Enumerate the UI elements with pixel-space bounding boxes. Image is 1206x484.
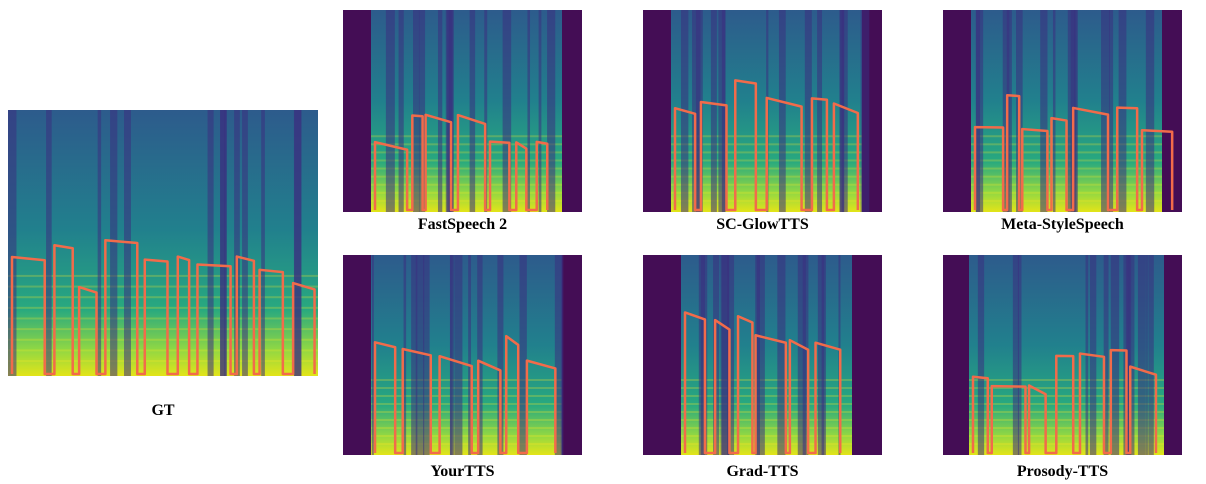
- gap: [372, 255, 374, 455]
- gap: [840, 10, 845, 212]
- gap: [208, 110, 214, 376]
- harmonic-band: [969, 379, 1164, 381]
- gap: [1138, 255, 1146, 455]
- gap: [711, 10, 717, 212]
- gap: [46, 110, 52, 376]
- caption: Prosody-TTS: [943, 463, 1182, 481]
- gap: [294, 110, 301, 376]
- gap: [454, 255, 462, 455]
- harmonic-band: [371, 379, 562, 381]
- gap: [110, 110, 117, 376]
- harmonic-band: [371, 443, 562, 445]
- gap: [798, 255, 806, 455]
- caption: YourTTS: [343, 463, 582, 481]
- gap: [1148, 255, 1154, 455]
- gap: [718, 10, 725, 212]
- gap: [1146, 255, 1148, 455]
- gap: [976, 10, 983, 212]
- caption: SC-GlowTTS: [643, 216, 882, 234]
- gap: [386, 10, 395, 212]
- harmonic-band: [371, 395, 562, 397]
- harmonic-band: [969, 443, 1164, 445]
- caption: Meta-StyleSpeech: [943, 216, 1182, 234]
- gap: [817, 10, 822, 212]
- gap: [438, 10, 442, 212]
- gap: [470, 10, 476, 212]
- caption: Grad-TTS: [643, 463, 882, 481]
- harmonic-band: [371, 419, 562, 421]
- gap: [539, 10, 542, 212]
- gap: [242, 110, 248, 376]
- caption: GT: [8, 402, 318, 420]
- figure: GT FastSpeech 2 SC-GlowTTS Meta-StyleSpeech…: [0, 0, 1206, 484]
- harmonic-band: [969, 411, 1164, 413]
- gap: [399, 10, 404, 212]
- harmonic-band: [969, 435, 1164, 437]
- gap: [779, 10, 786, 212]
- gap: [1018, 255, 1022, 455]
- gap: [1119, 10, 1127, 212]
- gap: [98, 110, 101, 376]
- harmonic-band: [371, 411, 562, 413]
- gap: [777, 255, 785, 455]
- gap: [413, 10, 419, 212]
- gap: [861, 10, 870, 212]
- harmonic-band: [371, 387, 562, 389]
- spectrogram: [943, 255, 1182, 455]
- caption: FastSpeech 2: [343, 216, 582, 234]
- gap: [1146, 10, 1154, 212]
- gap: [416, 255, 424, 455]
- gap: [527, 10, 530, 212]
- spectrogram: [343, 10, 582, 212]
- gap: [1053, 10, 1056, 212]
- harmonic-band: [969, 395, 1164, 397]
- gap: [450, 255, 453, 455]
- spectrogram: [8, 110, 318, 376]
- spectrogram: [643, 255, 882, 455]
- harmonic-band: [371, 427, 562, 429]
- gap: [721, 255, 729, 455]
- gap: [261, 110, 265, 376]
- harmonic-band: [969, 419, 1164, 421]
- harmonic-band: [371, 403, 562, 405]
- spectrum: [371, 255, 562, 455]
- gap: [822, 255, 826, 455]
- gap: [220, 110, 225, 376]
- spectrogram: [943, 10, 1182, 212]
- spectrogram: [343, 255, 582, 455]
- harmonic-band: [969, 427, 1164, 429]
- harmonic-band: [371, 435, 562, 437]
- harmonic-band: [969, 403, 1164, 405]
- gap: [978, 255, 984, 455]
- gap: [1074, 10, 1077, 212]
- spectrogram: [643, 10, 882, 212]
